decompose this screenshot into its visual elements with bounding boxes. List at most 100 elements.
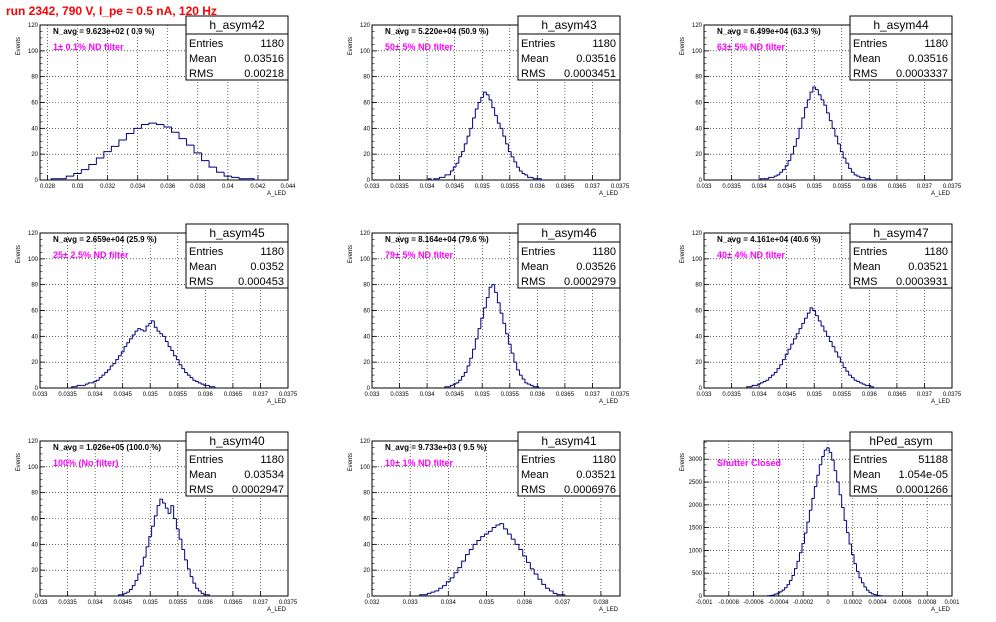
histogram-bin [838,482,842,496]
histogram-bin [518,369,523,376]
histogram-bin [784,587,788,591]
stat-label: RMS [853,276,877,288]
y-tick-label: 100 [28,465,39,471]
histogram-bin [791,574,795,581]
histogram-bin [499,302,503,314]
stats-body-box [185,33,289,81]
histogram-bin [457,567,462,573]
histogram-bin [95,157,104,165]
x-tick-label: 0.037 [253,600,269,606]
stat-label: RMS [521,68,545,80]
histogram-bin [461,151,465,157]
x-tick-label: 0.0355 [833,392,852,398]
histogram-bin [510,344,514,354]
histogram-bin [164,503,169,509]
y-tick-label: 80 [363,283,370,289]
histogram-bin [444,386,448,388]
histogram-bin [223,172,232,177]
histogram-bin [466,365,470,373]
x-axis-label: A_LED [599,191,619,197]
x-tick-label: 0.0355 [833,184,852,190]
histogram-bin [856,174,860,177]
x-tick-label: 0.033 [32,392,48,398]
histogram-bin [789,580,793,585]
x-tick-label: 0.034 [88,600,104,606]
histogram-bin [821,456,825,465]
histogram-bin [472,348,476,359]
histogram-bin [817,315,822,322]
histogram-bin [842,362,846,368]
stat-value: 0.0352 [250,261,284,273]
x-tick-label: 0.033 [696,184,712,190]
histogram-bin [155,123,164,125]
histogram-bin [507,143,512,153]
y-tick-label: 20 [695,152,702,158]
y-tick-label: 60 [31,309,38,315]
histogram-bin [88,164,97,170]
histogram-bin [850,168,855,173]
histogram-bin [476,539,481,545]
histogram-bin [526,555,531,563]
histogram-bin [151,320,155,324]
stat-value: 51188 [918,454,948,466]
histogram-bin [120,351,125,356]
histogram-bin [856,563,859,572]
histogram-bin [527,174,531,178]
y-tick-label: 500 [692,571,703,577]
histogram-bin [134,330,138,336]
histogram-name: h_asym47 [873,226,929,240]
navg-label: N_avg = 9.623e+02 ( 0.9 %) [53,27,155,36]
stat-label: Entries [521,38,556,50]
histogram-bin [466,135,470,144]
histogram-bin [178,528,182,540]
histogram-bin [463,372,468,377]
histogram-bin [485,297,490,308]
histogram-bin [548,588,554,592]
y-tick-label: 60 [363,309,370,315]
histogram-bin [430,178,434,181]
stat-value: 1180 [592,246,616,258]
histogram-bin [200,590,204,594]
histogram-bin [464,554,470,562]
histogram-bin [477,328,481,339]
y-tick-label: 80 [31,283,38,289]
histogram-bin [845,158,849,164]
x-axis-label: A_LED [267,607,287,613]
histogram-bin [853,377,857,381]
histogram-bin [444,174,448,178]
x-tick-label: 0.0365 [888,392,907,398]
x-tick-label: 0.036 [517,600,533,606]
histogram-bin [859,176,863,178]
histogram-bin [499,523,504,525]
x-tick-label: 0.036 [160,184,176,190]
histogram-bin [126,591,130,594]
histogram-bin [80,169,89,174]
histogram-bin [181,539,185,550]
x-tick-label: 0.037 [555,600,571,606]
y-tick-label: 20 [363,360,370,366]
histogram-bin [839,143,844,153]
histogram-bin [809,91,813,100]
histogram-bin [853,172,857,176]
histogram-bin [746,386,750,388]
histogram-bin [815,310,819,317]
histogram-bin [776,368,780,373]
stats-body-box [849,241,953,289]
x-tick-label: 0.0365 [224,600,243,606]
stat-label: Entries [853,38,888,50]
x-tick-label: 0.04 [222,184,234,190]
x-tick-label: 0.035 [475,184,491,190]
stat-label: RMS [189,276,213,288]
stat-value: 0.03534 [244,469,284,481]
histogram-bin [793,145,797,155]
histogram-bin [759,178,764,180]
histogram-bin [450,384,454,387]
stat-value: 0.000453 [238,276,284,288]
histogram-bin [837,351,841,358]
stat-value: 0.0006976 [564,484,616,496]
x-tick-label: 0.035 [479,600,495,606]
histogram-bin [816,474,820,487]
x-tick-label: 0.038 [593,600,609,606]
histogram-bin [798,127,802,139]
y-tick-label: 100 [360,257,371,263]
